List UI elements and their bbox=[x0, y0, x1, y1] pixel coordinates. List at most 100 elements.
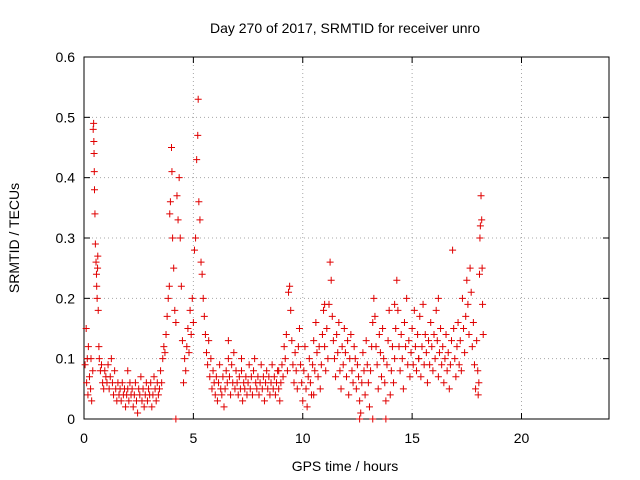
data-point bbox=[181, 355, 189, 363]
data-point bbox=[271, 391, 279, 399]
x-tick-label: 0 bbox=[80, 430, 88, 446]
data-point bbox=[349, 379, 357, 387]
data-point bbox=[425, 337, 433, 345]
data-point bbox=[323, 325, 331, 332]
data-point bbox=[164, 294, 172, 302]
data-point bbox=[454, 318, 462, 326]
data-point bbox=[434, 294, 442, 302]
data-point bbox=[344, 337, 352, 345]
data-point bbox=[293, 385, 301, 393]
data-point bbox=[87, 385, 95, 393]
data-point bbox=[124, 367, 132, 375]
data-point bbox=[357, 409, 365, 417]
data-point bbox=[440, 379, 448, 387]
data-point bbox=[402, 343, 410, 351]
data-point bbox=[294, 343, 302, 351]
data-point bbox=[397, 331, 405, 339]
data-point bbox=[152, 397, 160, 405]
data-point bbox=[364, 379, 372, 387]
data-point bbox=[189, 318, 197, 326]
data-point bbox=[394, 306, 402, 314]
data-point bbox=[355, 373, 363, 381]
data-point bbox=[92, 258, 100, 266]
data-point bbox=[297, 361, 305, 369]
data-point bbox=[428, 343, 436, 351]
data-point bbox=[433, 337, 441, 345]
data-point bbox=[380, 355, 388, 363]
data-point bbox=[474, 367, 482, 375]
data-point bbox=[321, 343, 329, 351]
data-point bbox=[376, 349, 384, 357]
data-point bbox=[192, 234, 200, 242]
data-point bbox=[224, 337, 232, 345]
data-point bbox=[92, 270, 100, 278]
data-point bbox=[473, 337, 481, 345]
data-point bbox=[448, 337, 455, 345]
data-point bbox=[444, 349, 452, 357]
data-point bbox=[206, 373, 214, 381]
data-point bbox=[225, 373, 233, 381]
data-point bbox=[317, 361, 325, 369]
data-point bbox=[465, 331, 473, 339]
data-point bbox=[419, 300, 427, 308]
data-point bbox=[166, 198, 174, 206]
data-point bbox=[413, 367, 420, 375]
data-point bbox=[356, 397, 364, 405]
data-point bbox=[289, 361, 297, 369]
data-point bbox=[333, 331, 341, 339]
data-point bbox=[476, 222, 484, 230]
data-point bbox=[82, 325, 90, 332]
data-point bbox=[467, 288, 475, 296]
data-point bbox=[228, 361, 236, 369]
data-point bbox=[280, 343, 288, 351]
data-point bbox=[421, 331, 429, 339]
data-point bbox=[219, 373, 227, 381]
data-point bbox=[290, 379, 298, 387]
data-point bbox=[446, 361, 454, 369]
data-point bbox=[182, 367, 190, 375]
data-point bbox=[343, 373, 350, 381]
data-point bbox=[432, 306, 440, 314]
data-point bbox=[190, 246, 198, 254]
data-point bbox=[391, 300, 399, 308]
data-point bbox=[470, 361, 478, 369]
data-point bbox=[244, 379, 252, 387]
data-point bbox=[379, 325, 387, 332]
data-point bbox=[415, 355, 423, 363]
data-point bbox=[84, 391, 92, 399]
data-point bbox=[305, 355, 313, 363]
data-point bbox=[95, 343, 103, 351]
data-point bbox=[374, 385, 382, 393]
data-point bbox=[339, 361, 347, 369]
data-point bbox=[140, 403, 148, 411]
data-point bbox=[407, 349, 415, 357]
data-point bbox=[372, 343, 380, 351]
data-point bbox=[154, 391, 162, 399]
data-point bbox=[345, 391, 353, 399]
data-point bbox=[233, 379, 241, 387]
data-point bbox=[155, 385, 163, 393]
data-point bbox=[363, 361, 371, 369]
data-point bbox=[107, 355, 115, 363]
data-point bbox=[165, 282, 173, 290]
data-point bbox=[416, 312, 424, 320]
data-point bbox=[370, 294, 378, 302]
data-point bbox=[238, 355, 245, 363]
x-tick-label: 10 bbox=[295, 430, 311, 446]
data-point bbox=[435, 349, 443, 357]
data-point bbox=[388, 343, 396, 351]
data-point bbox=[137, 373, 145, 381]
data-point bbox=[295, 325, 303, 332]
data-point bbox=[310, 391, 318, 399]
data-point bbox=[469, 318, 477, 326]
data-point bbox=[373, 361, 381, 369]
data-point bbox=[279, 373, 287, 381]
chart-title: Day 270 of 2017, SRMTID for receiver unr… bbox=[210, 20, 480, 36]
data-point bbox=[148, 403, 156, 411]
data-point bbox=[129, 403, 137, 411]
data-point bbox=[186, 306, 194, 314]
y-tick-label: 0.2 bbox=[56, 290, 76, 306]
data-point bbox=[322, 367, 330, 375]
data-point bbox=[278, 361, 286, 369]
data-point bbox=[313, 349, 321, 357]
